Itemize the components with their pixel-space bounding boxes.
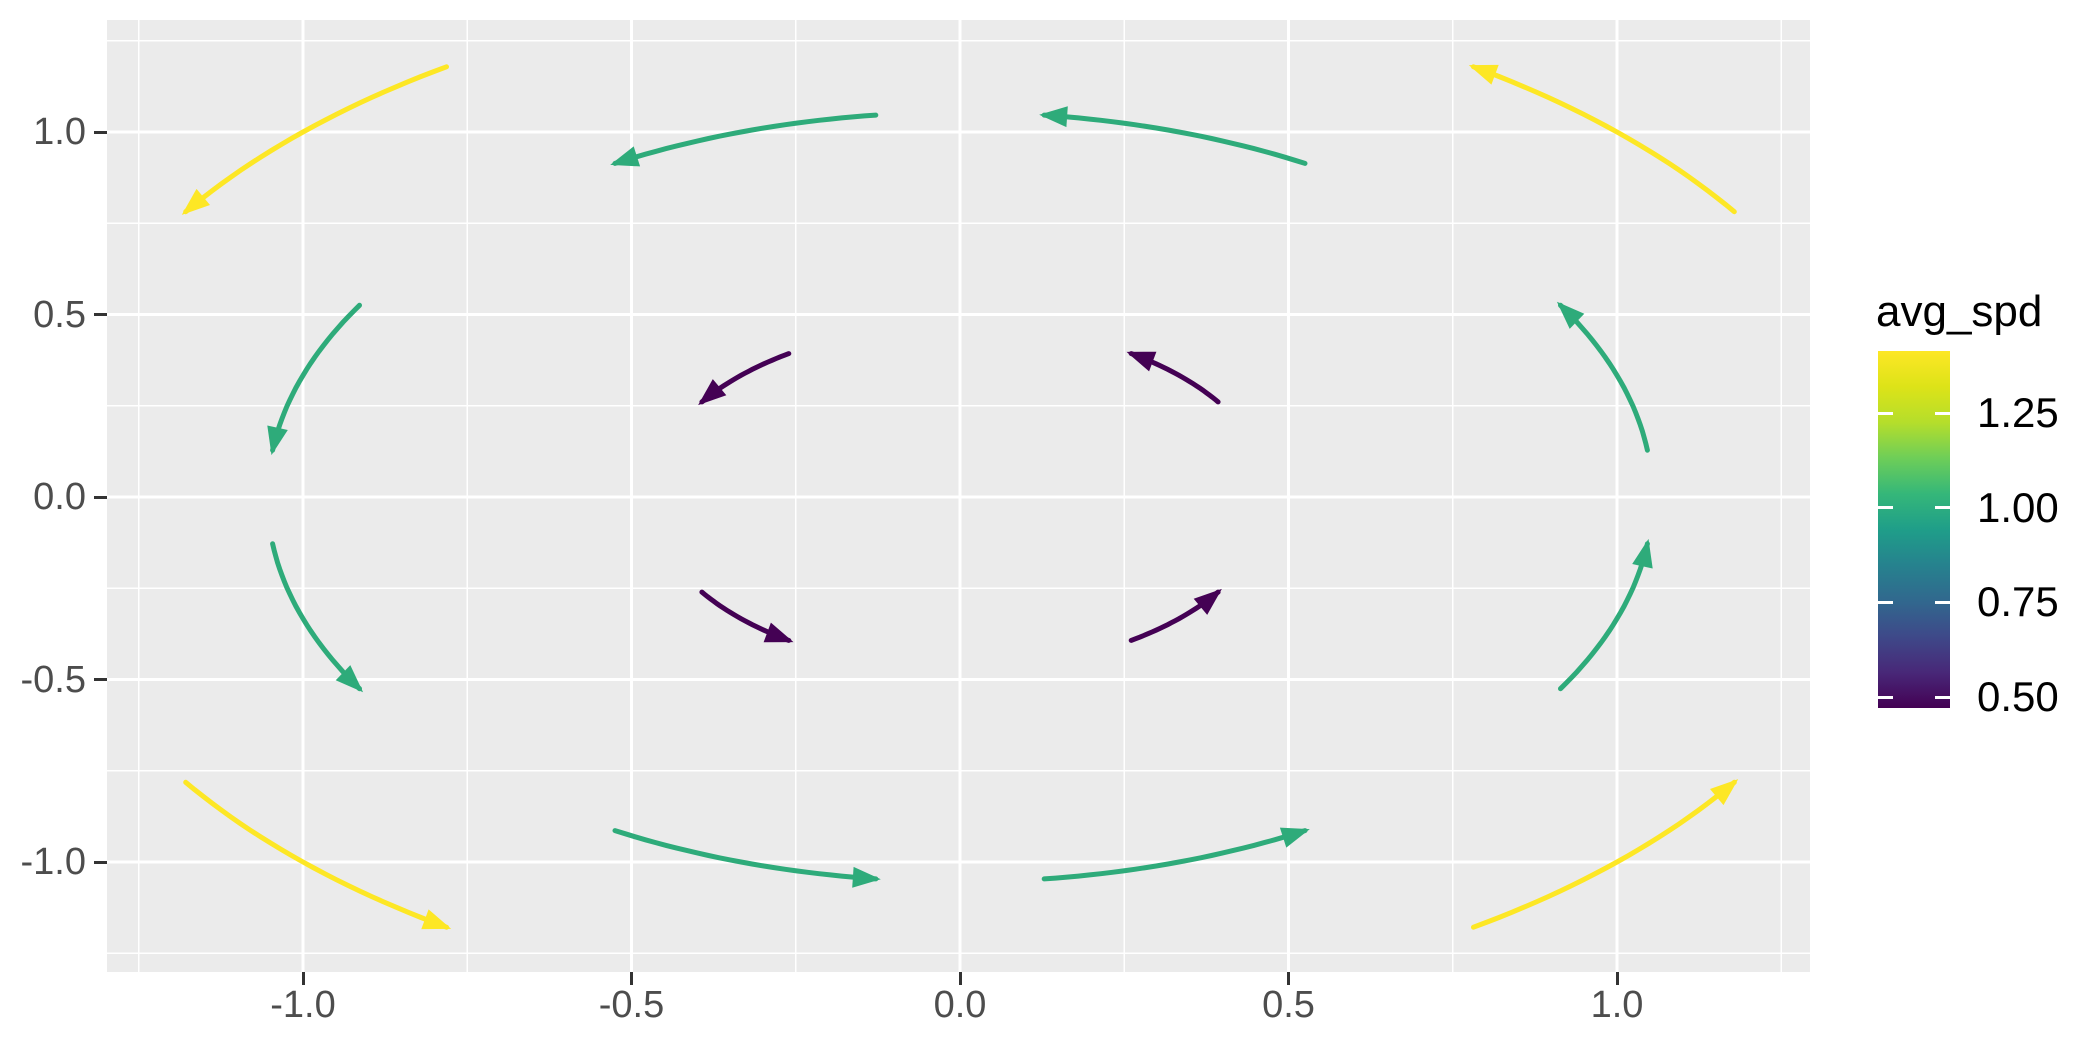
flow-arrow: [270, 541, 364, 693]
y-tick-label: 0.5: [33, 293, 86, 336]
arrowhead-icon: [1279, 827, 1310, 848]
legend-tick-mark: [1935, 506, 1950, 510]
flow-arrow: [698, 351, 792, 406]
y-tick-label: 0.0: [33, 476, 86, 518]
arrowhead-icon: [610, 146, 641, 167]
legend-tick-mark: [1935, 600, 1950, 604]
arrowhead-icon: [1468, 64, 1499, 85]
x-tick-mark: [301, 972, 305, 985]
y-tick-label: 1.0: [33, 111, 86, 153]
legend-tick-mark: [1878, 411, 1893, 415]
x-tick-label: -1.0: [270, 984, 336, 1026]
legend-tick-mark: [1935, 411, 1950, 415]
flow-arrow: [1468, 64, 1737, 215]
flow-arrow: [1128, 588, 1222, 643]
arrowhead-icon: [1039, 106, 1068, 128]
x-tick-label: 1.0: [1590, 984, 1644, 1026]
arrowhead-icon: [852, 866, 881, 888]
y-tick-mark: [94, 495, 107, 499]
arrowhead-icon: [1710, 779, 1739, 806]
legend-tick-label: 0.50: [1977, 673, 2059, 721]
flow-arrow: [699, 589, 794, 643]
flow-arrow: [267, 302, 362, 456]
flow-arrow: [1126, 351, 1221, 405]
x-tick-mark: [958, 972, 962, 985]
x-tick-label: 0.0: [933, 984, 987, 1026]
arrowhead-icon: [267, 425, 288, 456]
arrowhead-icon: [1126, 351, 1157, 372]
flow-field-plot: [107, 20, 1810, 972]
legend-colorbar: [1878, 351, 1950, 708]
flow-arrow: [1041, 827, 1310, 882]
legend-title: avg_spd: [1876, 287, 2043, 336]
arrowhead-icon: [421, 909, 452, 930]
plot-panel: [107, 20, 1810, 972]
arrowhead-icon: [698, 379, 727, 406]
gridlines-major: [107, 20, 1810, 972]
y-tick-mark: [94, 860, 107, 864]
flow-arrow: [612, 828, 881, 888]
arrowhead-icon: [335, 665, 364, 693]
flow-arrow: [1039, 106, 1308, 166]
flow-arrow: [181, 64, 449, 215]
flow-arrow: [610, 112, 879, 167]
x-tick-mark: [1615, 972, 1619, 985]
legend-tick-label: 1.00: [1977, 483, 2059, 531]
arrowhead-icon: [181, 188, 210, 215]
legend-tick-mark: [1878, 695, 1893, 699]
x-tick-label: -0.5: [598, 984, 665, 1026]
flow-arrow: [183, 779, 452, 930]
x-tick-mark: [630, 972, 633, 985]
y-tick-label: -1.0: [20, 841, 86, 883]
flow-arrow: [1556, 301, 1650, 453]
legend-tick-mark: [1878, 506, 1893, 510]
arrowhead-icon: [1193, 588, 1222, 615]
arrowhead-icon: [1632, 538, 1653, 569]
legend-tick-label: 1.25: [1977, 389, 2059, 437]
y-tick-mark: [94, 313, 107, 316]
arrowhead-icon: [1556, 301, 1585, 329]
y-tick-mark: [94, 678, 107, 681]
arrowhead-icon: [763, 622, 794, 643]
legend-tick-mark: [1878, 600, 1893, 604]
y-tick-label: -0.5: [20, 658, 86, 701]
flow-arrow: [1558, 538, 1653, 692]
flow-arrow: [1471, 779, 1739, 930]
legend-tick-label: 0.75: [1977, 578, 2059, 626]
x-tick-label: 0.5: [1262, 984, 1315, 1026]
y-tick-mark: [94, 130, 107, 134]
legend-tick-mark: [1935, 695, 1950, 699]
x-tick-mark: [1287, 972, 1290, 985]
